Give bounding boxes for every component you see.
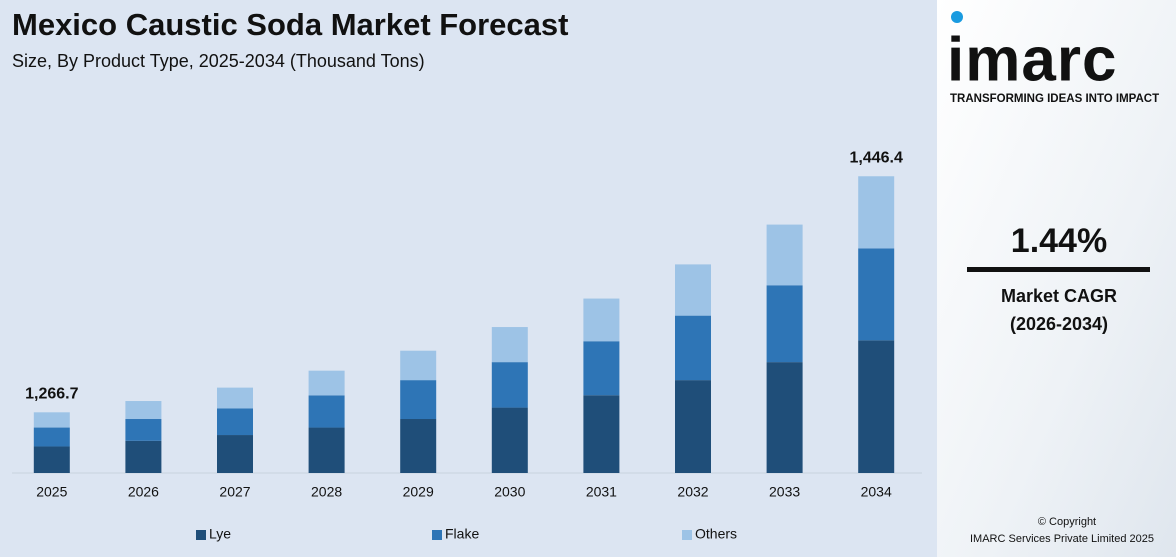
copyright: © Copyright: [1038, 516, 1096, 528]
bar-segment: [400, 350, 437, 381]
x-tick-label: 2032: [677, 484, 708, 500]
bar-segment: [217, 435, 253, 473]
bar-segment: [583, 395, 620, 473]
legend-swatch: [196, 530, 206, 540]
x-tick-label: 2031: [586, 484, 617, 500]
bar-segment: [33, 446, 70, 473]
chart-subtitle: Size, By Product Type, 2025-2034 (Thousa…: [12, 51, 425, 71]
legend-label: Lye: [209, 526, 231, 542]
bar-segment: [675, 264, 711, 316]
legend-label: Others: [695, 526, 737, 542]
logo: imarc: [947, 25, 1117, 94]
bar-segment: [217, 387, 253, 409]
cagr-rule: [967, 267, 1150, 272]
x-tick-label: 2026: [128, 484, 159, 500]
x-tick-label: 2033: [769, 484, 800, 500]
x-tick-label: 2034: [861, 484, 892, 500]
bar-segment: [583, 298, 620, 342]
bar-segment: [491, 407, 528, 473]
cagr-value: 1.44%: [1011, 222, 1107, 260]
bar-segment: [308, 395, 345, 428]
bar-segment: [308, 427, 345, 473]
chart-title: Mexico Caustic Soda Market Forecast: [12, 7, 568, 42]
bar-segment: [858, 176, 895, 249]
x-tick-label: 2028: [311, 484, 342, 500]
cagr-period: (2026-2034): [1010, 314, 1108, 334]
bar-segment: [766, 224, 803, 286]
bar-segment: [491, 362, 528, 408]
bar-segment: [583, 341, 620, 396]
bar-segment: [766, 362, 803, 473]
legend-swatch: [432, 530, 442, 540]
bar-segment: [400, 419, 437, 473]
x-tick-label: 2025: [36, 484, 67, 500]
company: IMARC Services Private Limited 2025: [970, 533, 1154, 545]
bar-segment: [217, 408, 253, 436]
legend-label: Flake: [445, 526, 479, 542]
bar-segment: [125, 440, 162, 473]
cagr-label: Market CAGR: [1001, 286, 1117, 306]
bar-segment: [675, 315, 711, 381]
bar-segment: [125, 419, 162, 441]
x-tick-label: 2029: [403, 484, 434, 500]
x-tick-label: 2030: [494, 484, 525, 500]
bar-segment: [33, 412, 70, 428]
bar-segment: [675, 380, 711, 473]
sidebar-background: [937, 0, 1176, 557]
bar-segment: [858, 340, 895, 473]
bar-segment: [125, 401, 162, 420]
tagline: TRANSFORMING IDEAS INTO IMPACT: [950, 93, 1159, 105]
total-label: 1,446.4: [850, 149, 903, 166]
legend-swatch: [682, 530, 692, 540]
bar-segment: [400, 380, 437, 420]
bar-segment: [308, 370, 345, 396]
bar-segment: [858, 248, 895, 341]
logo-dot: [951, 11, 963, 23]
total-label: 1,266.7: [25, 386, 78, 403]
x-tick-label: 2027: [219, 484, 250, 500]
bar-segment: [33, 427, 70, 447]
bar-segment: [766, 285, 803, 363]
bar-segment: [491, 327, 528, 363]
